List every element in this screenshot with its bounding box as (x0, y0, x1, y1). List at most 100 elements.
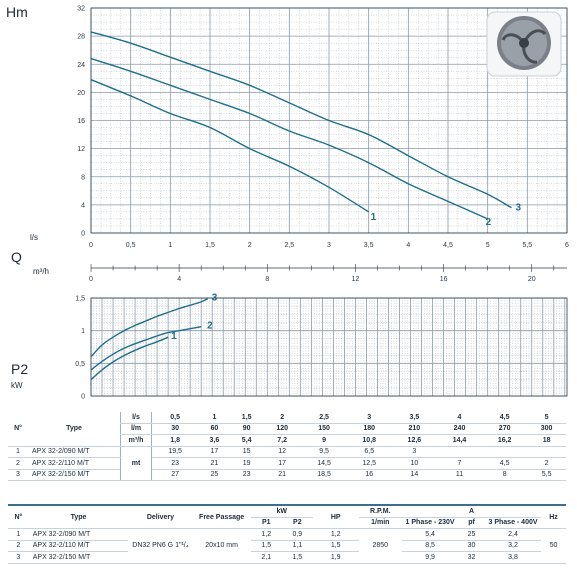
perf-cell: 9,5 (301, 446, 347, 458)
perf-type-header: Type (28, 412, 121, 447)
perf-cell: 17 (262, 457, 302, 470)
perf-cell: 11 (436, 469, 483, 481)
y-tick-label: 4 (81, 202, 85, 209)
perf-unit-m3h: m³/h (120, 434, 152, 447)
head-axis-title: Hm (6, 4, 28, 20)
elec-rpm-unit: 1/min (358, 517, 403, 529)
elec-pf-header: pf (458, 517, 486, 529)
x-tick-label: 1,5 (205, 242, 215, 249)
x-tick-label: 0,5 (126, 242, 136, 249)
flow-tick-label: 0 (89, 276, 93, 283)
impeller-image (486, 11, 562, 77)
perf-m3h-cell: 12,6 (391, 434, 437, 447)
y-tick-label: 8 (81, 174, 85, 181)
kw-unit-label: kW (11, 381, 23, 390)
x-tick-label: 1 (168, 242, 172, 249)
perf-lm-cell: 120 (262, 423, 302, 435)
y-tick-label: 0 (81, 231, 85, 238)
curve-label-2: 2 (486, 217, 492, 228)
curve-1 (90, 79, 370, 213)
x-tick-label: 3 (327, 242, 331, 249)
elec-hz-header: Hz (541, 504, 566, 529)
x-tick-label: 4,5 (443, 242, 453, 249)
y-tick-label: 20 (77, 90, 85, 97)
perf-cell: 16 (346, 469, 392, 481)
y-tick-label: 1,5 (75, 296, 85, 303)
perf-ls-cell: 2 (262, 412, 302, 424)
perf-m3h-cell: 10,8 (346, 434, 392, 447)
perf-cell: 25 (198, 469, 231, 481)
perf-type: APX 32-2/090 M/T (28, 446, 121, 458)
curve-2 (90, 326, 202, 371)
elec-p1-header: P1 (250, 517, 282, 529)
perf-ls-cell: 2,5 (301, 412, 347, 424)
perf-cell (436, 446, 483, 458)
perf-ls-cell: 3,5 (391, 412, 437, 424)
x-tick-label: 3,5 (364, 242, 374, 249)
perf-n-header: N° (8, 412, 28, 447)
elec-n: 1 (8, 528, 29, 541)
elec-n: 3 (8, 551, 29, 564)
perf-m3h-cell: 1,8 (151, 434, 199, 447)
curve-label-1: 1 (371, 212, 377, 223)
perf-lm-cell: 90 (230, 423, 263, 435)
perf-unit-lm: l/m (120, 423, 152, 435)
perf-row-2: 2 APX 32-2/110 M/T 23 21 19 17 14,5 12,5… (8, 457, 566, 470)
perf-type: APX 32-2/150 M/T (28, 469, 121, 481)
perf-lm-cell: 270 (482, 423, 528, 435)
elec-p1: 1,2 (250, 528, 282, 541)
elec-row-1: 1 APX 32-2/090 M/T DN32 PN6 G 1"¹/₄ 20x1… (8, 528, 566, 564)
elec-free-passage-header: Free Passage (192, 504, 251, 529)
elec-delivery: DN32 PN6 G 1"¹/₄ (128, 528, 193, 564)
perf-lm-cell: 30 (151, 423, 199, 435)
elec-a1: 5,4 (402, 528, 459, 541)
elec-hz: 50 (541, 528, 566, 564)
perf-cell: 10 (391, 457, 437, 470)
x-tick-label: 5 (486, 242, 490, 249)
x-tick-label: 0 (89, 242, 93, 249)
elec-hp: 1,5 (312, 540, 359, 552)
elec-delivery-header: Delivery (128, 504, 193, 529)
elec-a3: 2,4 (485, 528, 542, 541)
y-tick-label: 12 (77, 146, 85, 153)
perf-lm-cell: 300 (527, 423, 566, 435)
perf-type: APX 32-2/110 M/T (28, 457, 121, 470)
flow-tick-label: 12 (352, 276, 360, 283)
perf-cell: 4,5 (482, 457, 528, 470)
perf-cell: 18,5 (301, 469, 347, 481)
y-tick-label: 0,5 (75, 361, 85, 368)
perf-ls-cell: 5 (527, 412, 566, 424)
elec-rpm: 2850 (358, 528, 403, 564)
y-tick-label: 28 (77, 34, 85, 41)
elec-free-passage: 20x10 mm (192, 528, 251, 564)
elec-type: APX 32-2/110 M/T (28, 540, 129, 552)
perf-lm-cell: 150 (301, 423, 347, 435)
perf-n: 2 (8, 457, 28, 470)
elec-hp-header: HP (312, 504, 359, 529)
y-tick-label: 24 (77, 62, 85, 69)
perf-m3h-cell: 3,6 (198, 434, 231, 447)
perf-m3h-cell: 18 (527, 434, 566, 447)
y-tick-label: 32 (77, 6, 85, 13)
perf-cell: 6,5 (346, 446, 392, 458)
perf-row-lm: l/m 30 60 90 120 150 180 210 240 270 300 (8, 423, 566, 435)
elec-header-row-2: P1 P2 1/min 1 Phase - 230V pf 3 Phase - … (8, 517, 566, 529)
elec-3phase-header: 3 Phase - 400V (485, 517, 542, 529)
elec-a3: 3,2 (485, 540, 542, 552)
elec-p2: 1,5 (281, 551, 313, 564)
perf-cell: 15 (230, 446, 263, 458)
elec-header-row-1: N° Type Delivery Free Passage kW HP R.P.… (8, 504, 566, 529)
perf-cell: 19,5 (151, 446, 199, 458)
perf-cell: 23 (230, 469, 263, 481)
elec-type: APX 32-2/090 M/T (28, 528, 129, 541)
x-tick-label: 6 (565, 242, 569, 249)
perf-cell: 27 (151, 469, 199, 481)
perf-cell: 17 (198, 446, 231, 458)
flow-tick-label: 20 (528, 276, 536, 283)
x-tick-label: 2,5 (284, 242, 294, 249)
plot-frame (90, 297, 568, 397)
perf-ls-cell: 0,5 (151, 412, 199, 424)
perf-ls-cell: 3 (346, 412, 392, 424)
